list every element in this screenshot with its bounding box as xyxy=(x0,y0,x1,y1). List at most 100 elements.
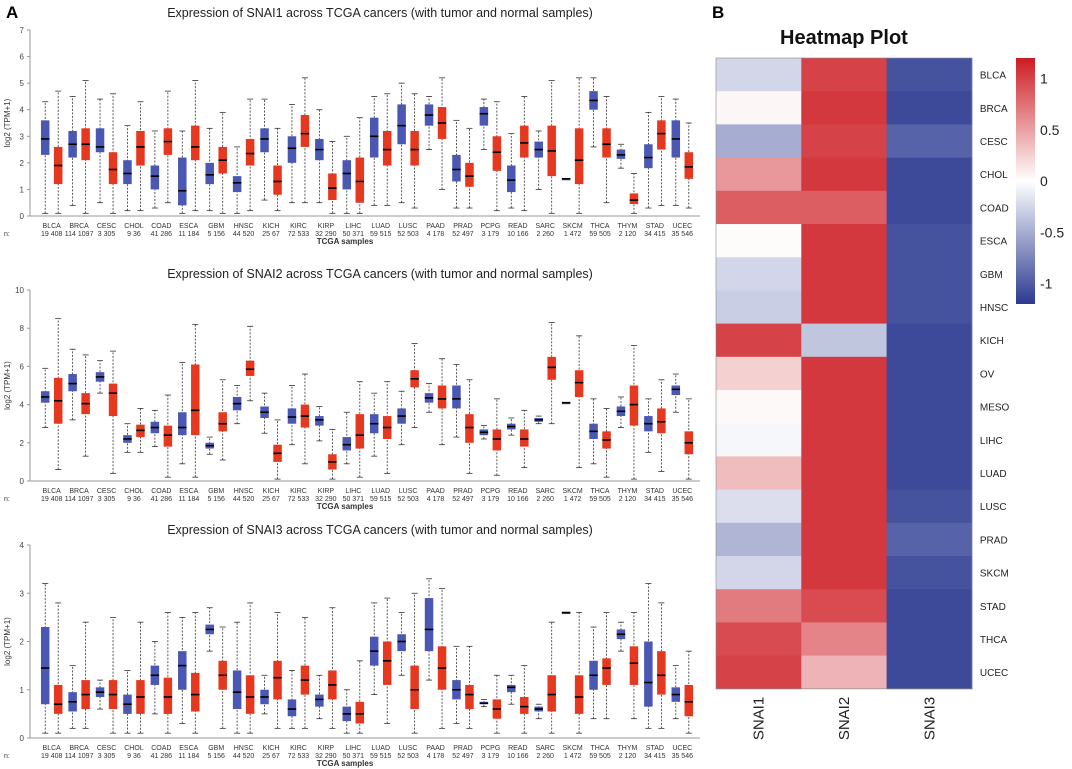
box-normal-blca xyxy=(40,367,50,428)
x-tick-label: HNSC xyxy=(234,223,254,230)
box-tumor-paad xyxy=(437,588,447,729)
box-tumor-stad xyxy=(657,602,666,729)
sample-count-label: 44 520 xyxy=(233,753,255,760)
box-normal-kirp xyxy=(315,674,324,720)
sample-count-label: 35 546 xyxy=(672,496,694,503)
box-body xyxy=(232,670,242,710)
box-tumor-brca xyxy=(81,80,90,214)
box-body xyxy=(163,425,173,447)
x-tick-label: KIRC xyxy=(290,223,307,230)
box-tumor-cesc xyxy=(108,93,118,214)
heatmap-cell-kich-snai2 xyxy=(801,323,887,358)
sample-count-label: 50 371 xyxy=(343,231,365,238)
sample-count-label: 11 184 xyxy=(178,231,199,238)
box-normal-kich xyxy=(260,98,269,201)
box-body xyxy=(315,416,324,426)
box-body xyxy=(465,162,474,187)
y-tick-label: 3 xyxy=(20,132,25,141)
heatmap-title: Heatmap Plot xyxy=(780,27,908,49)
box-normal-hnsc xyxy=(232,385,242,425)
heatmap-cell-ucec-snai1 xyxy=(716,655,802,690)
box-body xyxy=(644,144,653,169)
x-tick-label: GBM xyxy=(208,745,224,752)
box-body xyxy=(410,130,419,166)
box-tumor-cesc xyxy=(108,616,118,734)
box-body xyxy=(40,120,50,155)
sample-count-label: 44 520 xyxy=(233,496,255,503)
box-body xyxy=(136,130,145,166)
x-tick-label: UCEC xyxy=(672,745,692,752)
heatmap-cell-stad-snai1 xyxy=(716,589,802,623)
box-normal-stad xyxy=(644,583,653,729)
box-normal-read xyxy=(507,674,516,705)
panel-letter-b: B xyxy=(712,3,724,22)
sample-count-label: 5 156 xyxy=(207,496,225,503)
sample-count-label: 9 36 xyxy=(127,753,141,760)
box-body xyxy=(355,157,365,203)
sample-count-label: 10 166 xyxy=(507,231,529,238)
x-axis-label: TCGA samples xyxy=(317,759,374,768)
x-tick-label: LUAD xyxy=(371,223,390,230)
x-tick-label: UCEC xyxy=(672,223,692,230)
sample-count-label: 11 184 xyxy=(178,753,199,760)
heatmap-cell-chol-snai3 xyxy=(886,157,973,192)
box-normal-coad xyxy=(150,641,160,715)
x-tick-label: KIRP xyxy=(318,745,335,752)
heatmap-border xyxy=(715,57,973,690)
box-tumor-kirc xyxy=(300,616,310,729)
x-tick-label: THCA xyxy=(591,488,610,495)
x-tick-label: HNSC xyxy=(234,488,254,495)
x-tick-label: READ xyxy=(508,488,527,495)
heatmap-cell-lusc-snai2 xyxy=(801,489,887,524)
box-tumor-brca xyxy=(81,354,90,457)
sample-count-label: 52 503 xyxy=(397,231,419,238)
box-normal-skcm xyxy=(561,611,571,615)
heatmap-cell-thca-snai2 xyxy=(801,622,887,656)
box-normal-thym xyxy=(616,143,626,169)
box-body xyxy=(684,684,694,717)
box-normal-esca xyxy=(178,362,187,465)
sample-count-label: 3 179 xyxy=(482,496,500,503)
x-tick-label: SARC xyxy=(535,223,554,230)
box-tumor-coad xyxy=(163,612,173,734)
n-prefix: n: xyxy=(4,496,10,503)
box-body xyxy=(397,634,406,652)
sample-count-label: 19 408 xyxy=(41,753,63,760)
box-body xyxy=(287,699,297,717)
heatmap-row-label: CHOL xyxy=(980,170,1008,181)
box-normal-kirp xyxy=(315,406,324,442)
sample-count-label: 19 408 xyxy=(41,231,63,238)
box-plot-snai2: Expression of SNAI2 across TCGA cancers … xyxy=(3,267,700,511)
box-tumor-kirp xyxy=(328,141,337,214)
x-tick-label: CHOL xyxy=(124,223,144,230)
heatmap-cell-esca-snai3 xyxy=(886,224,973,258)
chart-title: Expression of SNAI3 across TCGA cancers … xyxy=(167,523,593,537)
y-axis-label: log2 (TPM+1) xyxy=(3,617,12,666)
sample-count-label: 25 67 xyxy=(262,231,280,238)
sample-count-label: 52 503 xyxy=(397,496,419,503)
heatmap-cell-chol-snai1 xyxy=(716,157,802,192)
heatmap-cell-brca-snai2 xyxy=(801,91,887,125)
heatmap-cell-skcm-snai1 xyxy=(716,556,802,590)
box-normal-lusc xyxy=(397,82,406,204)
box-body xyxy=(629,193,639,205)
box-tumor-lusc xyxy=(410,343,419,428)
heatmap-cell-blca-snai1 xyxy=(716,58,802,92)
x-tick-label: STAD xyxy=(646,488,664,495)
box-body xyxy=(287,408,297,424)
sample-count-label: 11 184 xyxy=(178,496,199,503)
box-tumor-coad xyxy=(163,90,173,204)
x-tick-label: UCEC xyxy=(672,488,692,495)
box-tumor-hnsc xyxy=(245,602,255,734)
box-body xyxy=(328,173,337,201)
box-normal-thca xyxy=(589,77,598,148)
box-body xyxy=(150,165,160,190)
box-normal-brca xyxy=(68,665,77,729)
y-axis-label: log2 (TPM+1) xyxy=(3,98,12,147)
y-tick-label: 0 xyxy=(20,477,25,486)
box-normal-skcm xyxy=(561,178,571,181)
box-body xyxy=(273,165,282,195)
sample-count-label: 3 179 xyxy=(482,753,500,760)
box-tumor-chol xyxy=(136,621,145,734)
sample-count-label: 4 178 xyxy=(427,753,445,760)
